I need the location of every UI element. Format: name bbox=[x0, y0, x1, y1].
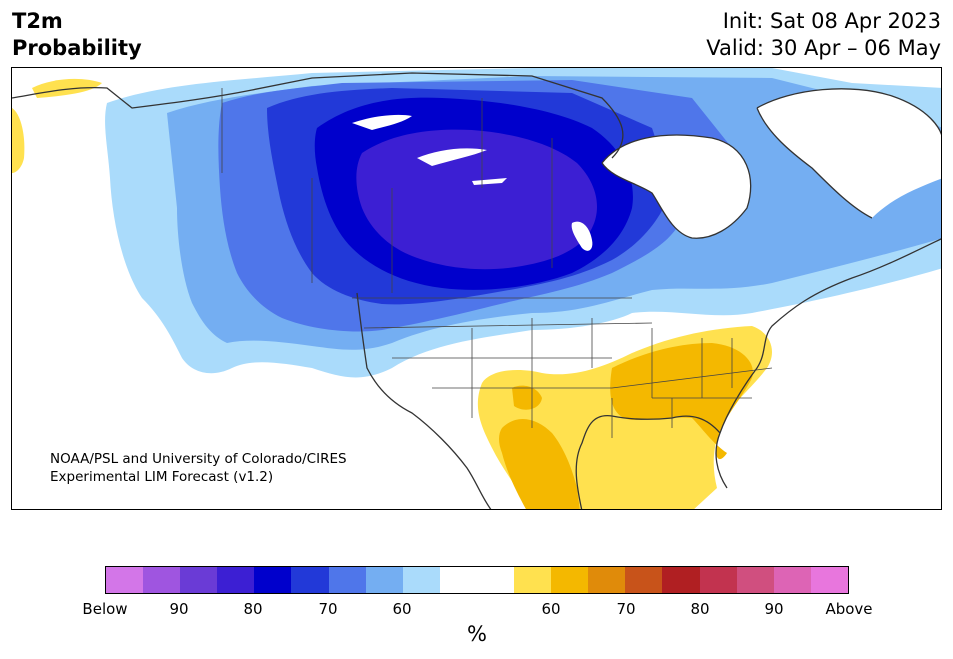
attribution-line2: Experimental LIM Forecast (v1.2) bbox=[50, 469, 274, 485]
title-variable: T2m bbox=[12, 9, 63, 33]
colorbar-cell bbox=[365, 567, 403, 593]
above-50-region-mexico bbox=[499, 419, 580, 509]
colorbar-cell bbox=[551, 567, 589, 593]
coastline bbox=[12, 72, 941, 509]
colorbar-tick-label: Above bbox=[825, 600, 873, 618]
colorbar-tick-label: 90 bbox=[169, 600, 189, 618]
attribution: NOAA/PSL and University of Colorado/CIRE… bbox=[50, 450, 347, 486]
colorbar-cell bbox=[439, 567, 477, 593]
below-90-region bbox=[356, 129, 597, 270]
hudson-bay bbox=[602, 135, 751, 239]
colorbar-cell bbox=[773, 567, 811, 593]
lake-winnipeg bbox=[571, 221, 593, 251]
probability-map: NOAA/PSL and University of Colorado/CIRE… bbox=[11, 67, 942, 510]
colorbar-cell bbox=[736, 567, 774, 593]
colorbar-cell bbox=[217, 567, 255, 593]
map-title: T2m Probability bbox=[12, 8, 142, 62]
colorbar-cell bbox=[106, 567, 144, 593]
colorbar-tick-label: 80 bbox=[690, 600, 710, 618]
forecast-info: Init: Sat 08 Apr 2023 Valid: 30 Apr – 06… bbox=[706, 8, 941, 62]
colorbar-tick-label: 80 bbox=[243, 600, 263, 618]
map-svg bbox=[12, 68, 941, 509]
colorbar-unit: % bbox=[467, 622, 487, 646]
great-bear-lake bbox=[352, 114, 412, 130]
lake-athabasca bbox=[472, 178, 507, 185]
colorbar-tick-label: 60 bbox=[392, 600, 412, 618]
colorbar-cell bbox=[143, 567, 181, 593]
colorbar-tick-label: 70 bbox=[616, 600, 636, 618]
alaska-above-spot bbox=[32, 78, 102, 98]
colorbar-cell bbox=[810, 567, 848, 593]
colorbar bbox=[105, 566, 849, 594]
colorbar-tick-label: 70 bbox=[318, 600, 338, 618]
init-date: Init: Sat 08 Apr 2023 bbox=[722, 9, 941, 33]
colorbar-cell bbox=[476, 567, 515, 593]
above-50-region-texas bbox=[512, 385, 542, 410]
colorbar-cell bbox=[328, 567, 366, 593]
colorbar-tick-label: 90 bbox=[764, 600, 784, 618]
valid-period: Valid: 30 Apr – 06 May bbox=[706, 36, 941, 60]
colorbar-cell bbox=[699, 567, 737, 593]
colorbar-cell bbox=[254, 567, 292, 593]
colorbar-cell bbox=[180, 567, 218, 593]
colorbar-cell bbox=[625, 567, 663, 593]
colorbar-cell bbox=[514, 567, 552, 593]
greenland bbox=[757, 88, 941, 218]
colorbar-tick-label: Below bbox=[82, 600, 128, 618]
colorbar-cell bbox=[588, 567, 626, 593]
colorbar-tick-label: 60 bbox=[541, 600, 561, 618]
colorbar-cell bbox=[662, 567, 700, 593]
colorbar-cell bbox=[402, 567, 440, 593]
colorbar-cell bbox=[291, 567, 329, 593]
alaska-above-spot-2 bbox=[12, 108, 25, 173]
great-slave-lake bbox=[417, 148, 487, 166]
state-borders bbox=[221, 88, 773, 438]
title-subtitle: Probability bbox=[12, 36, 142, 60]
attribution-line1: NOAA/PSL and University of Colorado/CIRE… bbox=[50, 451, 347, 467]
